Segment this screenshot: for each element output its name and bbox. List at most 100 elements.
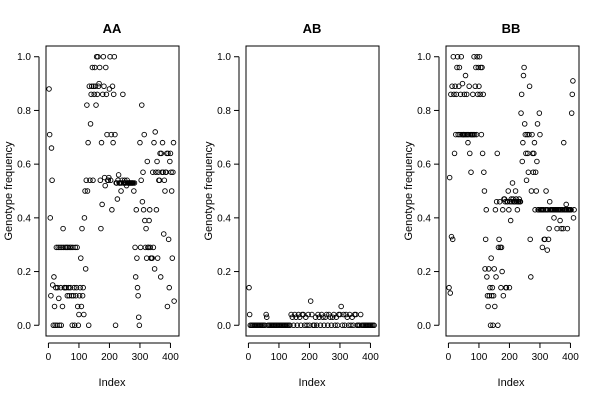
data-point — [492, 267, 497, 272]
data-point — [110, 84, 115, 89]
data-point — [152, 140, 157, 145]
y-tick-label: 1.0 — [417, 52, 431, 63]
data-point — [107, 87, 112, 92]
x-tick-label: 200 — [301, 352, 318, 363]
data-point — [163, 189, 168, 194]
data-point — [82, 312, 87, 317]
data-point — [479, 132, 484, 137]
data-point — [50, 283, 55, 288]
y-tick-label: 0.6 — [417, 160, 431, 171]
data-point — [534, 189, 539, 194]
data-point — [168, 159, 173, 164]
x-tick-label: 0 — [446, 352, 452, 363]
data-point — [571, 216, 576, 221]
data-point — [57, 296, 62, 301]
y-tick-label: 1.0 — [17, 52, 31, 63]
data-point — [88, 122, 93, 127]
data-point — [85, 103, 90, 108]
data-point — [49, 146, 54, 151]
data-point — [484, 208, 489, 213]
panel-title: AA — [103, 21, 122, 36]
x-tick-label: 0 — [46, 352, 52, 363]
data-point — [103, 183, 108, 188]
data-point — [497, 199, 502, 204]
y-tick-label: 0.0 — [217, 321, 231, 332]
y-tick-label: 0.6 — [17, 160, 31, 171]
data-point — [97, 81, 102, 86]
data-point — [569, 111, 574, 116]
data-point — [161, 232, 166, 237]
data-point — [115, 197, 120, 202]
data-point — [496, 323, 501, 328]
data-point — [535, 122, 540, 127]
data-point — [155, 159, 160, 164]
data-point — [132, 189, 137, 194]
data-point — [111, 92, 116, 97]
data-point — [547, 226, 552, 231]
x-tick-label: 200 — [501, 352, 518, 363]
data-point — [466, 140, 471, 145]
y-tick-label: 0.8 — [417, 106, 431, 117]
x-tick-label: 400 — [562, 352, 579, 363]
data-point — [140, 199, 145, 204]
data-point — [49, 293, 54, 298]
x-axis-label: Index — [498, 377, 525, 389]
data-point — [522, 65, 527, 70]
data-point — [508, 218, 513, 223]
y-tick-label: 0.8 — [217, 106, 231, 117]
data-point — [467, 151, 472, 156]
x-tick-label: 300 — [132, 352, 149, 363]
y-tick-label: 0.2 — [217, 267, 231, 278]
data-point — [481, 92, 486, 97]
data-point — [136, 293, 141, 298]
data-point — [564, 202, 569, 207]
data-point — [165, 304, 170, 309]
data-point — [99, 226, 104, 231]
data-point — [447, 285, 452, 290]
data-point — [519, 92, 524, 97]
x-tick-label: 400 — [162, 352, 179, 363]
data-point — [497, 237, 502, 242]
data-point — [494, 275, 499, 280]
data-point — [169, 189, 174, 194]
data-point — [134, 208, 139, 213]
data-point — [537, 111, 542, 116]
data-point — [147, 208, 152, 213]
data-point — [94, 103, 99, 108]
data-point — [495, 151, 500, 156]
y-tick-label: 0.4 — [417, 213, 431, 224]
data-point — [172, 299, 177, 304]
data-point — [152, 267, 157, 272]
data-point — [139, 178, 144, 183]
data-point — [545, 248, 550, 253]
data-point — [522, 122, 527, 127]
data-point — [138, 245, 143, 250]
data-point — [98, 178, 103, 183]
data-point — [95, 92, 100, 97]
data-point — [526, 170, 531, 175]
data-point — [507, 208, 512, 213]
data-point — [100, 202, 105, 207]
data-point — [447, 175, 452, 180]
y-tick-label: 0.8 — [17, 106, 31, 117]
data-point — [151, 245, 156, 250]
data-point — [535, 159, 540, 164]
data-point — [86, 323, 91, 328]
data-point — [48, 216, 53, 221]
data-point — [141, 170, 146, 175]
x-axis: 0 100 200 300 400 — [46, 343, 180, 363]
panel-title: AB — [303, 21, 322, 36]
data-point — [561, 140, 566, 145]
x-tick-label: 0 — [246, 352, 252, 363]
y-axis: 0.0 0.2 0.4 0.6 0.8 1.0 — [217, 52, 239, 332]
data-point — [133, 275, 138, 280]
data-point — [145, 159, 150, 164]
data-points — [247, 285, 377, 327]
data-point — [137, 323, 142, 328]
data-point — [86, 140, 91, 145]
y-tick-label: 0.0 — [17, 321, 31, 332]
data-point — [47, 132, 52, 137]
data-point — [471, 92, 476, 97]
data-points — [47, 54, 177, 327]
y-tick-label: 0.0 — [417, 321, 431, 332]
